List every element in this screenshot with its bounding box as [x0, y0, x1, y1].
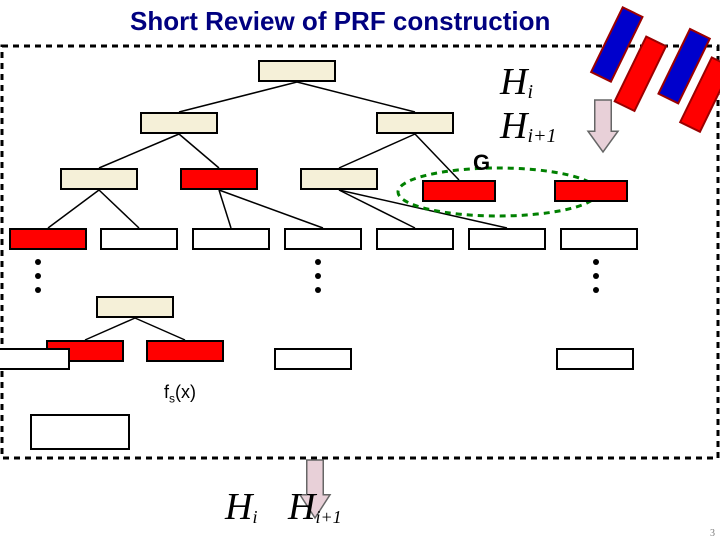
ellipsis-dot: [35, 273, 41, 279]
ellipsis-dot: [35, 259, 41, 265]
box-l2b: [376, 112, 454, 134]
box-l3e: [554, 180, 628, 202]
box-l3b: [180, 168, 258, 190]
box-l4a: [9, 228, 87, 250]
box-l4g: [560, 228, 638, 250]
svg-layer: [0, 0, 720, 540]
stage: Short Review of PRF construction Hi Hi+1…: [0, 0, 720, 540]
box-l2a: [140, 112, 218, 134]
ellipsis-dot: [593, 259, 599, 265]
ellipsis-dot: [593, 287, 599, 293]
label-Hi1-bottom: Hi+1: [288, 485, 342, 529]
label-Hi-top: Hi: [500, 60, 533, 104]
ellipsis-dot: [315, 287, 321, 293]
box-bot3: [556, 348, 634, 370]
ellipsis-dot: [315, 273, 321, 279]
ellipsis-dot: [315, 259, 321, 265]
box-adv: [30, 414, 130, 450]
box-l3d: [422, 180, 496, 202]
box-bot2: [274, 348, 352, 370]
box-l5a: [96, 296, 174, 318]
box-l3c: [300, 168, 378, 190]
box-l3a: [60, 168, 138, 190]
ellipsis-dot: [593, 273, 599, 279]
box-root: [258, 60, 336, 82]
box-bot1: [0, 348, 70, 370]
box-l4b: [100, 228, 178, 250]
ellipsis-dot: [35, 287, 41, 293]
box-l4c: [192, 228, 270, 250]
box-l4e: [376, 228, 454, 250]
box-l4f: [468, 228, 546, 250]
box-l4d: [284, 228, 362, 250]
label-G: G: [473, 150, 490, 176]
box-l6b: [146, 340, 224, 362]
label-Hi-bottom: Hi: [225, 485, 257, 529]
page-number: 3: [710, 528, 715, 539]
label-Hi1-top: Hi+1: [500, 104, 557, 148]
label-fsx: fs(x): [164, 382, 196, 406]
